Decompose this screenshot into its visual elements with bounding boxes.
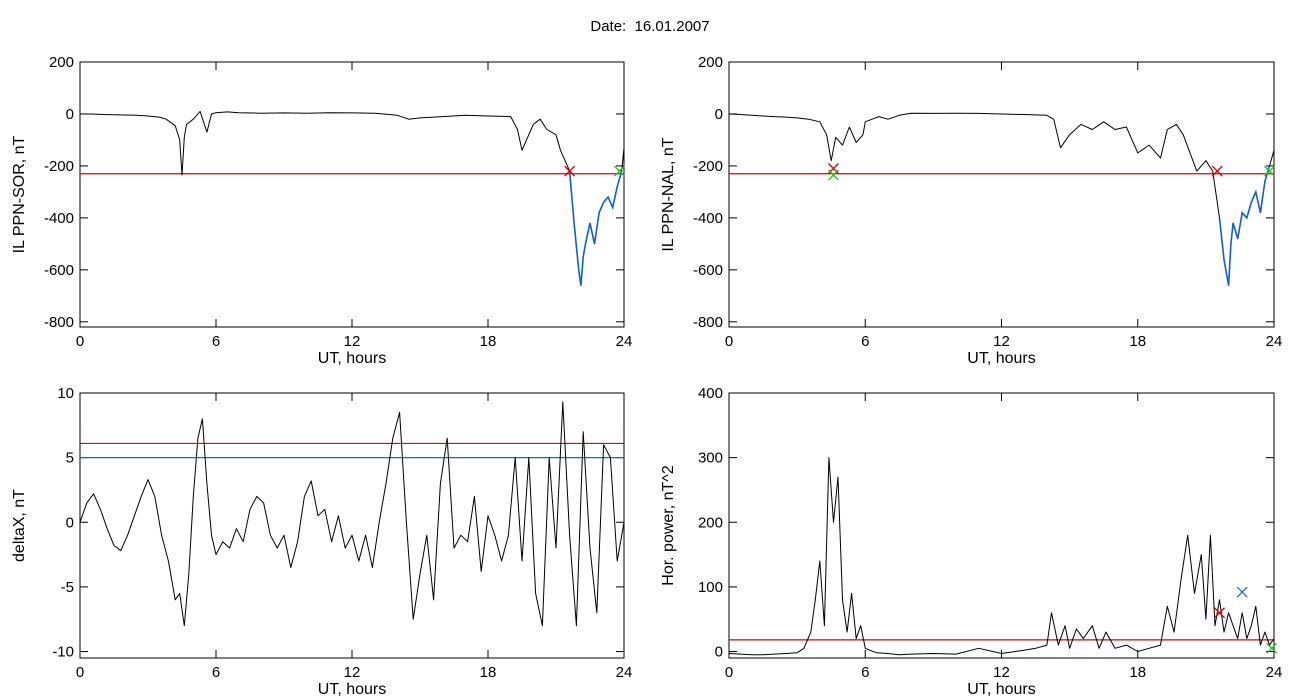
event-marker-start — [564, 165, 576, 177]
y-tick-label: -800 — [44, 314, 74, 331]
x-axis-title: UT, hours — [967, 681, 1035, 698]
event-marker-peak — [1236, 586, 1248, 598]
x-tick-label: 18 — [1129, 333, 1146, 350]
x-axis-title: UT, hours — [318, 681, 386, 698]
page-title: Date: 16.01.2007 — [590, 18, 710, 35]
plot-frame — [728, 61, 1275, 328]
event-marker-end — [827, 169, 839, 181]
x-tick-label: 18 — [1129, 664, 1146, 681]
y-tick-label: -10 — [52, 644, 74, 661]
x-tick-label: 24 — [1266, 664, 1283, 681]
y-tick-label: 0 — [66, 106, 74, 123]
highlight-segment — [1218, 165, 1271, 286]
y-tick-label: 0 — [715, 644, 723, 661]
x-axis-title: UT, hours — [967, 350, 1035, 367]
y-tick-label: 0 — [715, 106, 723, 123]
x-tick-label: 12 — [344, 333, 361, 350]
x-tick-label: 12 — [344, 664, 361, 681]
y-tick-label: 100 — [698, 579, 723, 596]
y-tick-label: -400 — [44, 210, 74, 227]
y-tick-label: -200 — [693, 158, 723, 175]
y-axis-title: IL PPN-NAL, nT — [660, 137, 677, 251]
y-axis-title: IL PPN-SOR, nT — [11, 135, 28, 253]
y-tick-label: 0 — [66, 514, 74, 531]
y-tick-label: 400 — [698, 385, 723, 402]
marker-stroke — [614, 165, 625, 177]
series-line — [728, 457, 1275, 656]
x-tick-label: 6 — [861, 333, 869, 350]
chart-panel-horpower: 0 6 12 18 24 0 100 200 300 400 UT, hours Hor. power… — [660, 385, 1282, 698]
x-tick-label: 24 — [616, 333, 633, 350]
y-tick-label: -600 — [44, 262, 74, 279]
y-tick-label: -5 — [61, 579, 74, 596]
x-tick-label: 0 — [76, 333, 84, 350]
marker-stroke — [1214, 607, 1225, 619]
marker-stroke — [1236, 586, 1248, 598]
chart-panel-sor: 0 6 12 18 24 -800 -600 -400 -200 0 200 UT, hours IL … — [11, 54, 632, 367]
marker-stroke — [1266, 642, 1278, 654]
x-tick-label: 18 — [480, 664, 497, 681]
x-tick-label: 24 — [616, 664, 633, 681]
x-tick-label: 0 — [725, 664, 733, 681]
series-line — [80, 110, 625, 286]
event-marker-end — [1266, 642, 1278, 654]
event-marker-end — [614, 165, 625, 177]
y-axis-title: deltaX, nT — [11, 489, 28, 562]
y-tick-label: -600 — [693, 262, 723, 279]
y-axis-title: Hor. power, nT^2 — [660, 465, 677, 586]
chart-panel-deltax: 0 6 12 18 24 -10 -5 0 5 10 UT, hours deltaX, nT — [11, 385, 632, 698]
x-tick-label: 12 — [993, 664, 1010, 681]
marker-stroke — [1263, 165, 1275, 177]
marker-stroke — [564, 165, 576, 177]
plot-frame — [79, 61, 625, 328]
chart-panel-nal: 0 6 12 18 24 -800 -600 -400 -200 0 200 UT, hours IL … — [660, 54, 1282, 367]
y-tick-label: -200 — [44, 158, 74, 175]
highlight-segment — [568, 170, 623, 286]
x-tick-label: 6 — [861, 664, 869, 681]
event-marker-start — [1214, 607, 1225, 619]
marker-stroke — [1211, 165, 1223, 177]
y-tick-label: 5 — [66, 450, 74, 467]
y-tick-label: 200 — [698, 514, 723, 531]
x-tick-label: 24 — [1266, 333, 1283, 350]
y-tick-label: -800 — [693, 314, 723, 331]
plot-frame — [728, 392, 1275, 659]
marker-stroke — [827, 169, 839, 181]
y-tick-label: 10 — [57, 385, 74, 402]
x-tick-label: 0 — [76, 664, 84, 681]
y-tick-label: 200 — [698, 54, 723, 71]
x-axis-title: UT, hours — [318, 350, 386, 367]
y-tick-label: 300 — [698, 450, 723, 467]
x-tick-label: 18 — [480, 333, 497, 350]
y-tick-label: -400 — [693, 210, 723, 227]
y-tick-label: 200 — [49, 54, 74, 71]
event-marker-end — [1263, 165, 1275, 177]
event-marker-start — [1211, 165, 1223, 177]
series-line — [728, 112, 1275, 286]
x-tick-label: 0 — [725, 333, 733, 350]
x-tick-label: 6 — [212, 333, 220, 350]
x-tick-label: 12 — [993, 333, 1010, 350]
series-line — [79, 401, 625, 627]
x-tick-label: 6 — [212, 664, 220, 681]
